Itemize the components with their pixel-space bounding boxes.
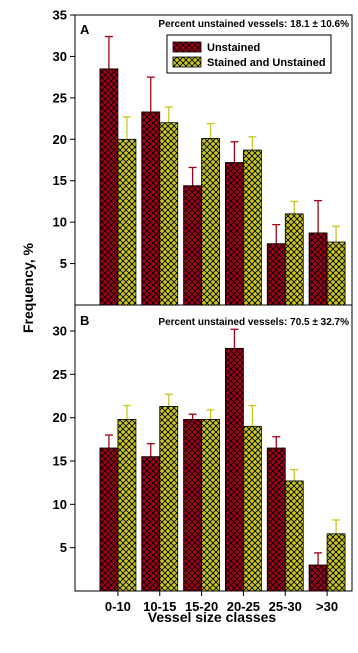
legend-swatch-unstained xyxy=(172,41,202,53)
bar-unstained xyxy=(99,68,119,306)
bar-stained xyxy=(159,405,179,592)
panel-a-ytick-label: 20 xyxy=(53,132,67,147)
panel-b-ytick-label: 30 xyxy=(53,324,67,339)
bar-stained xyxy=(326,533,346,592)
panel-a-marks: 5 10 15 20 25 30 35 xyxy=(53,8,346,306)
panel-b-annotation: Percent unstained vessels: 70.5 ± 32.7% xyxy=(158,317,349,328)
panel-b-ytick-label: 25 xyxy=(53,367,67,382)
bar-stained xyxy=(284,480,304,592)
xtick-label: 20-25 xyxy=(227,599,260,614)
panel-b-ytick-label: 20 xyxy=(53,410,67,425)
legend-label-stained: Stained and Unstained xyxy=(207,57,326,69)
panel-b-letter: B xyxy=(80,313,89,328)
bar-stained xyxy=(201,138,220,306)
bar-unstained xyxy=(266,447,286,592)
panel-a-annotation: Percent unstained vessels: 18.1 ± 10.6% xyxy=(158,19,349,30)
xtick-label: 10-15 xyxy=(143,599,176,614)
panel-a-letter: A xyxy=(80,22,90,37)
bar-stained xyxy=(117,138,137,306)
bar-unstained xyxy=(308,232,328,306)
bar-unstained xyxy=(266,243,286,306)
panel-a-ytick-label: 5 xyxy=(60,256,67,271)
panel-a-ytick-label: 30 xyxy=(53,49,67,64)
panel-a: A Percent unstained vessels: 18.1 ± 10.6… xyxy=(74,14,353,306)
bar-stained xyxy=(243,425,262,592)
bar-unstained xyxy=(183,185,202,306)
panel-a-ytick-label: 10 xyxy=(53,215,67,230)
bar-stained xyxy=(201,418,220,592)
x-axis-title: Vessel size classes xyxy=(148,609,277,625)
bar-stained xyxy=(326,241,346,306)
bar-unstained xyxy=(225,347,244,592)
panel-b-marks: 5 10 15 20 25 30 0-10 10-15 15-20 20-25 25-30 >30 xyxy=(53,324,346,614)
panel-a-ytick-label: 25 xyxy=(53,90,67,105)
legend-label-unstained: Unstained xyxy=(207,42,260,54)
panel-a-ytick-label: 15 xyxy=(53,173,67,188)
bar-stained xyxy=(117,418,137,592)
legend: Unstained Stained and Unstained xyxy=(166,34,332,74)
bar-stained xyxy=(159,122,179,306)
y-axis-title: Frequency, % xyxy=(20,242,36,333)
legend-swatch-stained xyxy=(172,56,202,68)
xtick-label: 0-10 xyxy=(105,599,131,614)
bar-unstained xyxy=(141,111,161,306)
bar-stained xyxy=(284,213,304,306)
xtick-label: 25-30 xyxy=(269,599,302,614)
xtick-label: >30 xyxy=(316,599,338,614)
xtick-label: 15-20 xyxy=(185,599,218,614)
panel-a-ytick-label: 35 xyxy=(53,8,67,23)
bar-unstained xyxy=(141,456,161,592)
panel-b-ytick-label: 5 xyxy=(60,540,67,555)
bar-stained xyxy=(243,149,262,306)
panel-b-ytick-label: 15 xyxy=(53,454,67,469)
bar-unstained xyxy=(225,162,244,306)
panel-b-ytick-label: 10 xyxy=(53,497,67,512)
bar-unstained xyxy=(99,447,119,592)
bar-unstained xyxy=(183,418,202,592)
bar-unstained xyxy=(308,564,328,592)
